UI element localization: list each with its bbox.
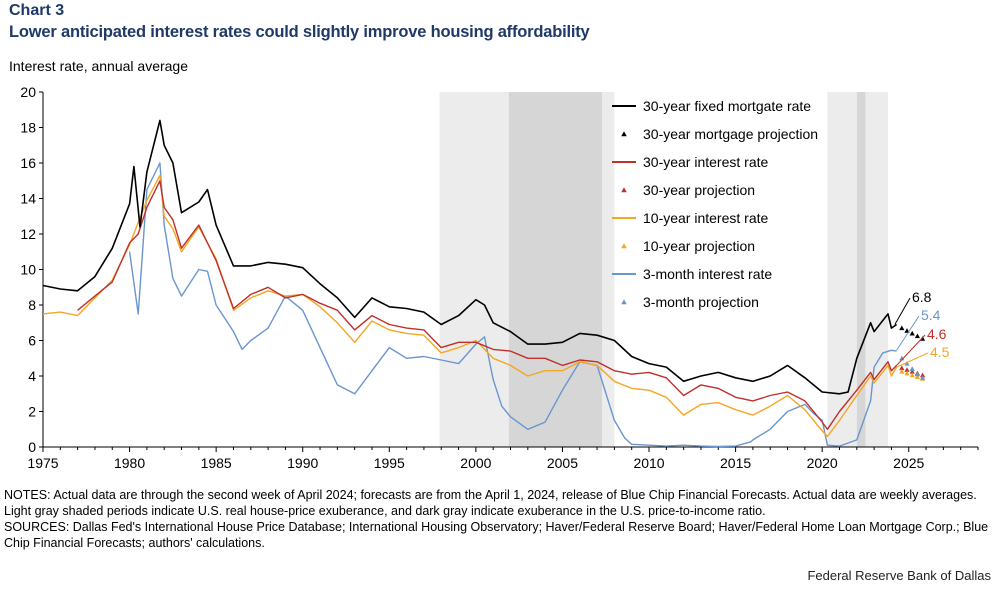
projection-point	[904, 370, 910, 376]
x-tick-label: 2025	[893, 455, 924, 471]
end-label-leader	[896, 352, 929, 368]
x-tick-label: 2015	[720, 455, 751, 471]
series-line	[42, 119, 898, 395]
light-shade-band	[865, 92, 888, 447]
projection-point	[899, 365, 905, 371]
projection-point	[899, 368, 905, 374]
series-line	[77, 180, 898, 430]
y-tick-label: 12	[20, 226, 36, 242]
x-tick-label: 2000	[460, 455, 491, 471]
sources-text: SOURCES: Dallas Fed's International Hous…	[4, 520, 989, 550]
light-shade-band	[602, 92, 615, 447]
projection-point	[909, 366, 915, 371]
projection-point	[904, 360, 910, 366]
light-shade-band	[827, 92, 857, 447]
y-axis-label: Interest rate, annual average	[9, 58, 189, 74]
legend-label: 30-year projection	[643, 182, 755, 198]
y-tick-label: 6	[28, 333, 36, 349]
projection-point	[899, 325, 905, 331]
projection-markers	[899, 325, 926, 381]
series-line	[42, 174, 898, 438]
chart-number: Chart 3	[9, 2, 65, 19]
y-tick-label: 14	[20, 191, 36, 207]
end-value-label: 6.8	[912, 289, 932, 305]
projection-point	[899, 355, 905, 361]
end-labels: 6.8 5.4 4.6 4.5	[894, 289, 950, 368]
projection-point	[904, 367, 910, 372]
legend-label: 30-year mortgage projection	[643, 126, 818, 142]
projection-point	[914, 371, 920, 377]
notes-text: NOTES: Actual data are through the secon…	[4, 488, 977, 518]
chart-title: Lower anticipated interest rates could s…	[9, 23, 590, 41]
legend-marker-swatch	[621, 243, 627, 249]
y-tick-label: 20	[20, 84, 36, 100]
projection-point	[919, 375, 926, 380]
exuberance-shading	[439, 92, 888, 447]
projection-point	[914, 374, 920, 379]
projection-point	[919, 372, 926, 378]
end-value-label: 4.6	[927, 326, 947, 342]
legend-label: 10-year projection	[643, 238, 755, 254]
legend-label: 30-year interest rate	[643, 154, 768, 170]
x-tick-label: 1975	[27, 455, 58, 471]
legend-marker-swatch	[621, 131, 627, 137]
legend-label: 3-month projection	[643, 294, 759, 310]
dark-shade-band	[856, 92, 866, 447]
legend-marker-swatch	[621, 187, 627, 193]
x-tick-label: 1990	[287, 455, 318, 471]
projection-point	[914, 333, 920, 339]
end-value-label: 5.4	[921, 307, 941, 323]
x-tick-label: 1985	[201, 455, 232, 471]
projection-point	[909, 372, 915, 378]
end-label-leader	[894, 297, 911, 325]
x-tick-label: 2005	[547, 455, 578, 471]
y-tick-label: 16	[20, 155, 36, 171]
y-tick-label: 0	[28, 439, 36, 455]
y-tick-label: 10	[20, 262, 36, 278]
y-tick-label: 18	[20, 120, 36, 136]
end-label-leader	[896, 334, 926, 366]
dark-shade-band	[508, 92, 603, 447]
y-tick-label: 8	[28, 297, 36, 313]
axes: 0 2 4 6 8 10 12 14 16 18 20 1975 1980 1985 1990 1995 200…	[20, 84, 979, 471]
y-tick-label: 2	[28, 404, 36, 420]
projection-point	[909, 368, 915, 374]
footer-source: Federal Reserve Bank of Dallas	[807, 568, 991, 583]
end-label-leader	[896, 315, 920, 351]
legend-label: 10-year interest rate	[643, 210, 768, 226]
x-tick-label: 1980	[114, 455, 145, 471]
series-lines	[42, 119, 898, 448]
series-line	[128, 162, 897, 448]
x-tick-label: 2020	[807, 455, 838, 471]
light-shade-band	[439, 92, 509, 447]
x-tick-label: 1995	[374, 455, 405, 471]
legend-label: 30-year fixed mortgate rate	[643, 98, 811, 114]
legend-label: 3-month interest rate	[643, 266, 772, 282]
projection-point	[909, 330, 915, 336]
line-chart: 0 2 4 6 8 10 12 14 16 18 20 1975 1980 1985 1990 1995 200…	[20, 84, 979, 471]
end-value-label: 4.5	[930, 344, 950, 360]
x-tick-label: 2010	[633, 455, 664, 471]
legend-marker-swatch	[621, 299, 627, 305]
y-tick-label: 4	[28, 368, 36, 384]
notes-block: NOTES: Actual data are through the secon…	[4, 487, 992, 551]
legend: 30-year fixed mortgate rate 30-year mortg…	[612, 98, 818, 310]
